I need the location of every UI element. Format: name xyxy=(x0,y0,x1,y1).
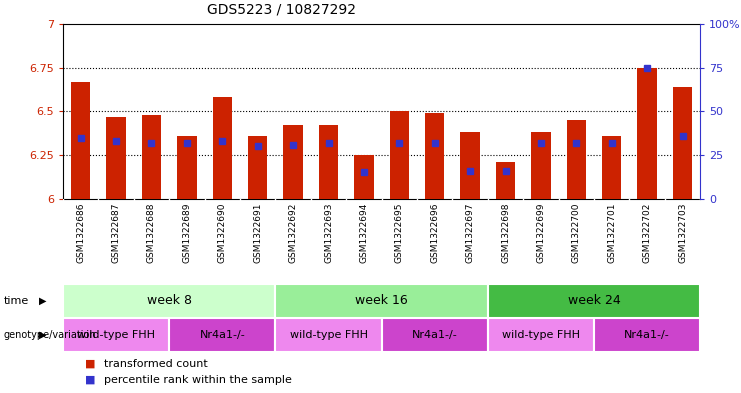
Bar xyxy=(63,318,169,353)
Bar xyxy=(71,82,90,198)
Bar xyxy=(319,125,338,198)
Bar xyxy=(354,155,373,198)
Bar xyxy=(602,136,622,198)
Bar xyxy=(107,117,126,198)
Text: ▶: ▶ xyxy=(39,330,46,340)
Text: GSM1322687: GSM1322687 xyxy=(112,203,121,263)
Text: GSM1322690: GSM1322690 xyxy=(218,203,227,263)
Bar xyxy=(488,318,594,353)
Bar xyxy=(637,68,657,198)
Text: wild-type FHH: wild-type FHH xyxy=(502,330,580,340)
Text: GSM1322703: GSM1322703 xyxy=(678,203,687,263)
Text: wild-type FHH: wild-type FHH xyxy=(290,330,368,340)
Bar xyxy=(63,284,276,318)
Bar xyxy=(283,125,303,198)
Text: GSM1322702: GSM1322702 xyxy=(642,203,651,263)
Bar xyxy=(673,87,692,198)
Text: ■: ■ xyxy=(85,375,96,385)
Bar xyxy=(531,132,551,198)
Bar xyxy=(142,115,162,198)
Text: GSM1322686: GSM1322686 xyxy=(76,203,85,263)
Text: transformed count: transformed count xyxy=(104,359,207,369)
Text: ■: ■ xyxy=(85,359,96,369)
Text: week 16: week 16 xyxy=(355,294,408,307)
Text: week 24: week 24 xyxy=(568,294,620,307)
Text: time: time xyxy=(4,296,29,306)
Text: GSM1322695: GSM1322695 xyxy=(395,203,404,263)
Text: GDS5223 / 10827292: GDS5223 / 10827292 xyxy=(207,3,356,17)
Text: GSM1322693: GSM1322693 xyxy=(324,203,333,263)
Bar xyxy=(567,120,586,198)
Bar xyxy=(594,318,700,353)
Text: GSM1322694: GSM1322694 xyxy=(359,203,368,263)
Text: GSM1322700: GSM1322700 xyxy=(572,203,581,263)
Text: Nr4a1-/-: Nr4a1-/- xyxy=(412,330,458,340)
Bar xyxy=(276,284,488,318)
Text: GSM1322696: GSM1322696 xyxy=(431,203,439,263)
Bar xyxy=(496,162,515,198)
Bar xyxy=(460,132,480,198)
Text: GSM1322699: GSM1322699 xyxy=(536,203,545,263)
Text: GSM1322697: GSM1322697 xyxy=(465,203,475,263)
Bar xyxy=(276,318,382,353)
Bar xyxy=(169,318,276,353)
Bar xyxy=(390,112,409,198)
Text: GSM1322691: GSM1322691 xyxy=(253,203,262,263)
Text: genotype/variation: genotype/variation xyxy=(4,330,96,340)
Bar xyxy=(177,136,196,198)
Text: ▶: ▶ xyxy=(39,296,46,306)
Bar xyxy=(213,97,232,198)
Bar xyxy=(382,318,488,353)
Text: GSM1322701: GSM1322701 xyxy=(607,203,617,263)
Text: GSM1322698: GSM1322698 xyxy=(501,203,510,263)
Text: wild-type FHH: wild-type FHH xyxy=(77,330,155,340)
Text: Nr4a1-/-: Nr4a1-/- xyxy=(624,330,670,340)
Text: percentile rank within the sample: percentile rank within the sample xyxy=(104,375,292,385)
Text: GSM1322692: GSM1322692 xyxy=(288,203,298,263)
Text: GSM1322689: GSM1322689 xyxy=(182,203,191,263)
Bar xyxy=(488,284,700,318)
Text: Nr4a1-/-: Nr4a1-/- xyxy=(199,330,245,340)
Bar xyxy=(425,113,445,198)
Text: week 8: week 8 xyxy=(147,294,192,307)
Text: GSM1322688: GSM1322688 xyxy=(147,203,156,263)
Bar xyxy=(248,136,268,198)
